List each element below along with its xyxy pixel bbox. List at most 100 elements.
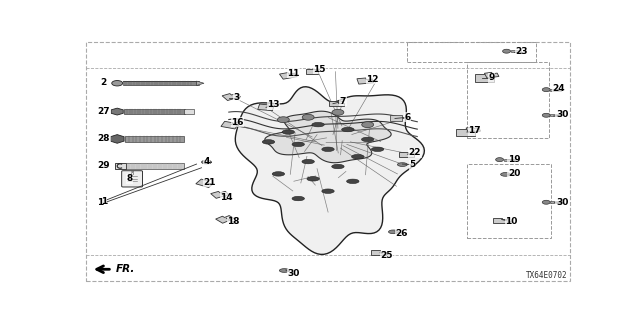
Ellipse shape (362, 137, 374, 142)
Text: 6: 6 (404, 113, 410, 122)
Circle shape (542, 200, 550, 204)
Text: 8: 8 (127, 174, 132, 183)
Polygon shape (330, 101, 344, 107)
Ellipse shape (322, 189, 334, 193)
Circle shape (302, 114, 314, 120)
Polygon shape (222, 93, 241, 100)
Text: 2: 2 (100, 78, 107, 87)
Text: 26: 26 (395, 228, 408, 237)
Text: 7: 7 (340, 97, 346, 106)
Polygon shape (196, 81, 204, 85)
Bar (550, 89, 561, 91)
Polygon shape (280, 73, 297, 79)
Text: 12: 12 (366, 75, 379, 84)
Polygon shape (184, 109, 193, 114)
Circle shape (332, 109, 344, 115)
Ellipse shape (282, 130, 294, 134)
Ellipse shape (202, 160, 211, 164)
Polygon shape (124, 109, 185, 114)
Text: 15: 15 (314, 65, 326, 74)
Ellipse shape (302, 159, 314, 164)
Polygon shape (371, 250, 386, 255)
Text: 4: 4 (204, 157, 210, 166)
Ellipse shape (292, 142, 305, 147)
Circle shape (502, 49, 511, 53)
Ellipse shape (272, 172, 285, 176)
Text: 1: 1 (100, 196, 107, 205)
Text: 19: 19 (508, 155, 520, 164)
Ellipse shape (388, 230, 399, 234)
Bar (306, 69, 318, 74)
Text: 10: 10 (506, 218, 518, 227)
Ellipse shape (347, 179, 359, 184)
Text: 9: 9 (488, 73, 495, 82)
Ellipse shape (332, 164, 344, 169)
Polygon shape (125, 136, 184, 142)
Text: 17: 17 (468, 126, 481, 135)
Ellipse shape (397, 163, 408, 166)
Ellipse shape (262, 140, 275, 144)
Ellipse shape (312, 123, 324, 127)
Text: 23: 23 (515, 47, 528, 56)
Text: 16: 16 (232, 118, 244, 127)
Text: 5: 5 (409, 160, 415, 169)
Text: FR.: FR. (116, 264, 135, 274)
Text: 28: 28 (97, 134, 110, 143)
Text: 30: 30 (556, 110, 568, 119)
Polygon shape (456, 129, 476, 136)
Text: 20: 20 (508, 169, 520, 179)
Ellipse shape (342, 127, 354, 132)
Ellipse shape (280, 269, 289, 272)
Polygon shape (110, 135, 124, 143)
Text: 29: 29 (97, 161, 110, 170)
Text: 11: 11 (287, 69, 300, 78)
Text: 27: 27 (97, 107, 110, 116)
Polygon shape (265, 111, 391, 163)
Ellipse shape (322, 147, 334, 151)
Circle shape (495, 158, 504, 162)
Polygon shape (466, 127, 481, 133)
Polygon shape (211, 191, 229, 198)
Polygon shape (475, 74, 493, 82)
Text: 8: 8 (131, 171, 134, 176)
Ellipse shape (292, 196, 305, 201)
Polygon shape (236, 87, 424, 254)
Text: 3: 3 (233, 93, 239, 102)
Text: 30: 30 (556, 198, 568, 207)
Polygon shape (399, 152, 414, 157)
Text: 1: 1 (97, 198, 103, 207)
Ellipse shape (371, 147, 384, 151)
Circle shape (542, 88, 550, 92)
Polygon shape (357, 78, 374, 84)
Polygon shape (221, 121, 237, 129)
Polygon shape (258, 104, 274, 111)
Text: 21: 21 (204, 178, 216, 187)
Text: TX64E0702: TX64E0702 (525, 271, 567, 280)
Bar (550, 201, 561, 203)
Polygon shape (123, 81, 196, 85)
Bar (504, 159, 515, 161)
FancyBboxPatch shape (122, 171, 143, 187)
Bar (511, 50, 522, 52)
Bar (550, 114, 561, 116)
Circle shape (112, 81, 123, 86)
Ellipse shape (351, 155, 364, 159)
Text: 25: 25 (380, 251, 393, 260)
Polygon shape (196, 179, 212, 188)
Polygon shape (125, 163, 184, 169)
Ellipse shape (307, 177, 319, 181)
Text: 24: 24 (552, 84, 565, 93)
Circle shape (542, 113, 550, 117)
Text: 18: 18 (227, 218, 240, 227)
Bar (390, 115, 403, 121)
Text: 13: 13 (267, 100, 280, 109)
Text: 14: 14 (220, 193, 232, 202)
Circle shape (277, 117, 289, 123)
Polygon shape (493, 218, 508, 223)
Text: 30: 30 (287, 269, 300, 278)
Polygon shape (216, 216, 234, 223)
Polygon shape (111, 108, 124, 115)
Circle shape (362, 122, 374, 128)
Polygon shape (484, 72, 499, 78)
Text: 22: 22 (408, 148, 421, 157)
